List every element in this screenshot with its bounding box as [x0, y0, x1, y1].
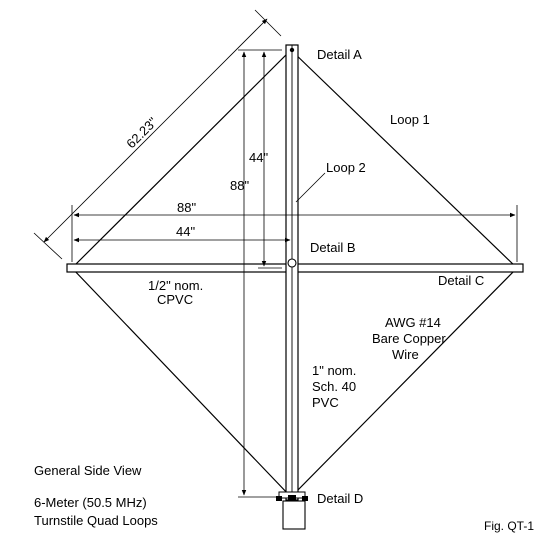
vertical-44-dimension — [258, 51, 282, 269]
wire-label: Wire — [392, 347, 419, 362]
wire-gauge-label: AWG #14 — [385, 315, 441, 330]
diagonal-dim-label: 62.23" — [123, 114, 160, 151]
spreader-material-label: CPVC — [157, 292, 193, 307]
figure-title-line-2: Turnstile Quad Loops — [34, 513, 158, 528]
mast-schedule-label: Sch. 40 — [312, 379, 356, 394]
diagonal-dimension — [33, 9, 282, 260]
mast-material-label: PVC — [312, 395, 339, 410]
figure-title-line-1: 6-Meter (50.5 MHz) — [34, 495, 147, 510]
mast-size-label: 1" nom. — [312, 363, 356, 378]
horizontal-88-dimension — [71, 205, 518, 262]
detail-a-label: Detail A — [317, 47, 362, 62]
wire-type-label: Bare Copper — [372, 331, 446, 346]
spreader-size-label: 1/2" nom. — [148, 278, 203, 293]
vertical-44-label: 44" — [249, 150, 268, 165]
view-label: General Side View — [34, 463, 142, 478]
vertical-88-dimension — [238, 49, 282, 498]
bottom-mount — [276, 491, 308, 530]
loop-2-label: Loop 2 — [326, 160, 366, 175]
top-connection-point — [289, 47, 295, 53]
figure-number: Fig. QT-1 — [484, 519, 534, 533]
loop-2-leader — [295, 172, 326, 203]
junction-ring — [287, 258, 297, 268]
vertical-88-label: 88" — [230, 178, 249, 193]
detail-b-label: Detail B — [310, 240, 356, 255]
detail-d-label: Detail D — [317, 491, 363, 506]
loop-1-label: Loop 1 — [390, 112, 430, 127]
horizontal-88-label: 88" — [177, 200, 196, 215]
detail-c-label: Detail C — [438, 273, 484, 288]
horizontal-44-label: 44" — [176, 224, 195, 239]
